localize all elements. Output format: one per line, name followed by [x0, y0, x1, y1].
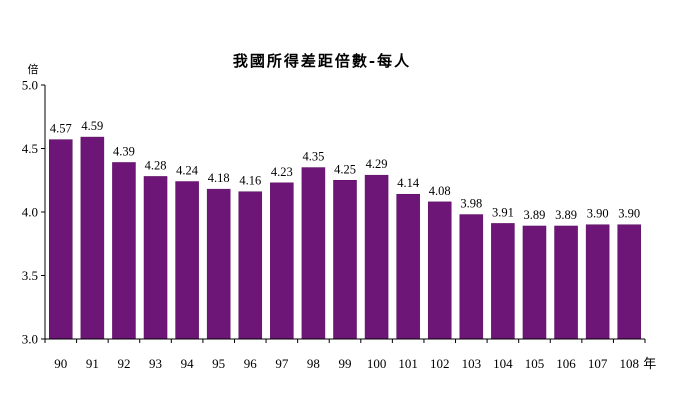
data-label-97: 4.23	[271, 165, 293, 179]
data-label-96: 4.16	[239, 174, 261, 188]
x-tick-label-105: 105	[525, 356, 545, 371]
bar-101	[396, 193, 420, 340]
x-tick-label-94: 94	[181, 356, 195, 371]
data-label-104: 3.91	[492, 205, 514, 219]
x-tick-label-100: 100	[367, 356, 387, 371]
x-tick-label-96: 96	[244, 356, 258, 371]
data-label-102: 4.08	[429, 184, 451, 198]
data-label-92: 4.39	[113, 144, 135, 158]
data-label-103: 3.98	[460, 197, 482, 211]
x-tick-label-98: 98	[307, 356, 320, 371]
x-tick-label-97: 97	[275, 356, 289, 371]
x-tick-label-108: 108	[619, 356, 639, 371]
data-label-101: 4.14	[397, 176, 420, 190]
data-label-90: 4.57	[50, 122, 72, 136]
bar-106	[554, 225, 578, 340]
bar-97	[270, 182, 294, 340]
x-tick-label-104: 104	[493, 356, 513, 371]
x-tick-label-92: 92	[117, 356, 130, 371]
x-tick-label-107: 107	[588, 356, 608, 371]
bar-96	[238, 191, 263, 340]
y-tick-label: 4.5	[22, 141, 38, 156]
data-label-107: 3.90	[587, 207, 609, 221]
y-axis: 3.0 3.5 4.0 4.5 5.0	[22, 78, 46, 347]
bar-99	[333, 180, 357, 340]
data-label-100: 4.29	[366, 157, 388, 171]
x-tick-label-95: 95	[212, 356, 225, 371]
x-tick-label-90: 90	[54, 356, 67, 371]
x-axis-unit-label: 年	[643, 356, 656, 371]
data-label-105: 3.89	[524, 208, 546, 222]
bar-104	[491, 223, 515, 340]
bar-103	[459, 214, 484, 340]
y-axis-unit-label: 倍	[28, 62, 39, 76]
bar-107	[585, 224, 610, 340]
data-label-98: 4.35	[302, 150, 324, 164]
x-tick-label-102: 102	[430, 356, 450, 371]
bar-100	[364, 174, 389, 340]
x-tick-label-93: 93	[149, 356, 162, 371]
x-axis: 90 91 92 93 94 95 96 97 98 99 100 101 102 103 104 105 10…	[44, 338, 656, 371]
data-label-108: 3.90	[618, 207, 640, 221]
data-label-94: 4.24	[176, 164, 199, 178]
data-label-106: 3.89	[555, 208, 577, 222]
bar-95	[206, 188, 231, 340]
y-tick-label: 4.0	[22, 205, 38, 220]
bar-92	[112, 162, 136, 340]
x-tick-label-106: 106	[556, 356, 576, 371]
x-tick-label-101: 101	[398, 356, 418, 371]
data-label-95: 4.18	[208, 171, 230, 185]
bar-98	[301, 167, 326, 340]
data-label-91: 4.59	[81, 119, 103, 133]
y-tick-label: 3.0	[22, 332, 38, 347]
bar-90	[49, 139, 73, 340]
x-tick-label-91: 91	[86, 356, 99, 371]
y-tick-label: 3.5	[22, 268, 38, 283]
bar-105	[522, 225, 547, 340]
bar-94	[175, 181, 199, 340]
bar-93	[143, 176, 168, 340]
bar-91	[80, 136, 105, 340]
data-label-93: 4.28	[145, 158, 167, 172]
bar-102	[427, 201, 452, 340]
y-tick-label: 5.0	[22, 78, 38, 93]
bars-group: 4.57 4.59 4.39 4.28 4.24 4.18 4.16 4.23 4.35 4.25…	[49, 119, 641, 340]
chart-title: 我國所得差距倍數-每人	[233, 52, 411, 70]
data-label-99: 4.25	[334, 162, 356, 176]
bar-108	[617, 224, 641, 340]
x-tick-label-99: 99	[339, 356, 352, 371]
x-tick-label-103: 103	[462, 356, 482, 371]
